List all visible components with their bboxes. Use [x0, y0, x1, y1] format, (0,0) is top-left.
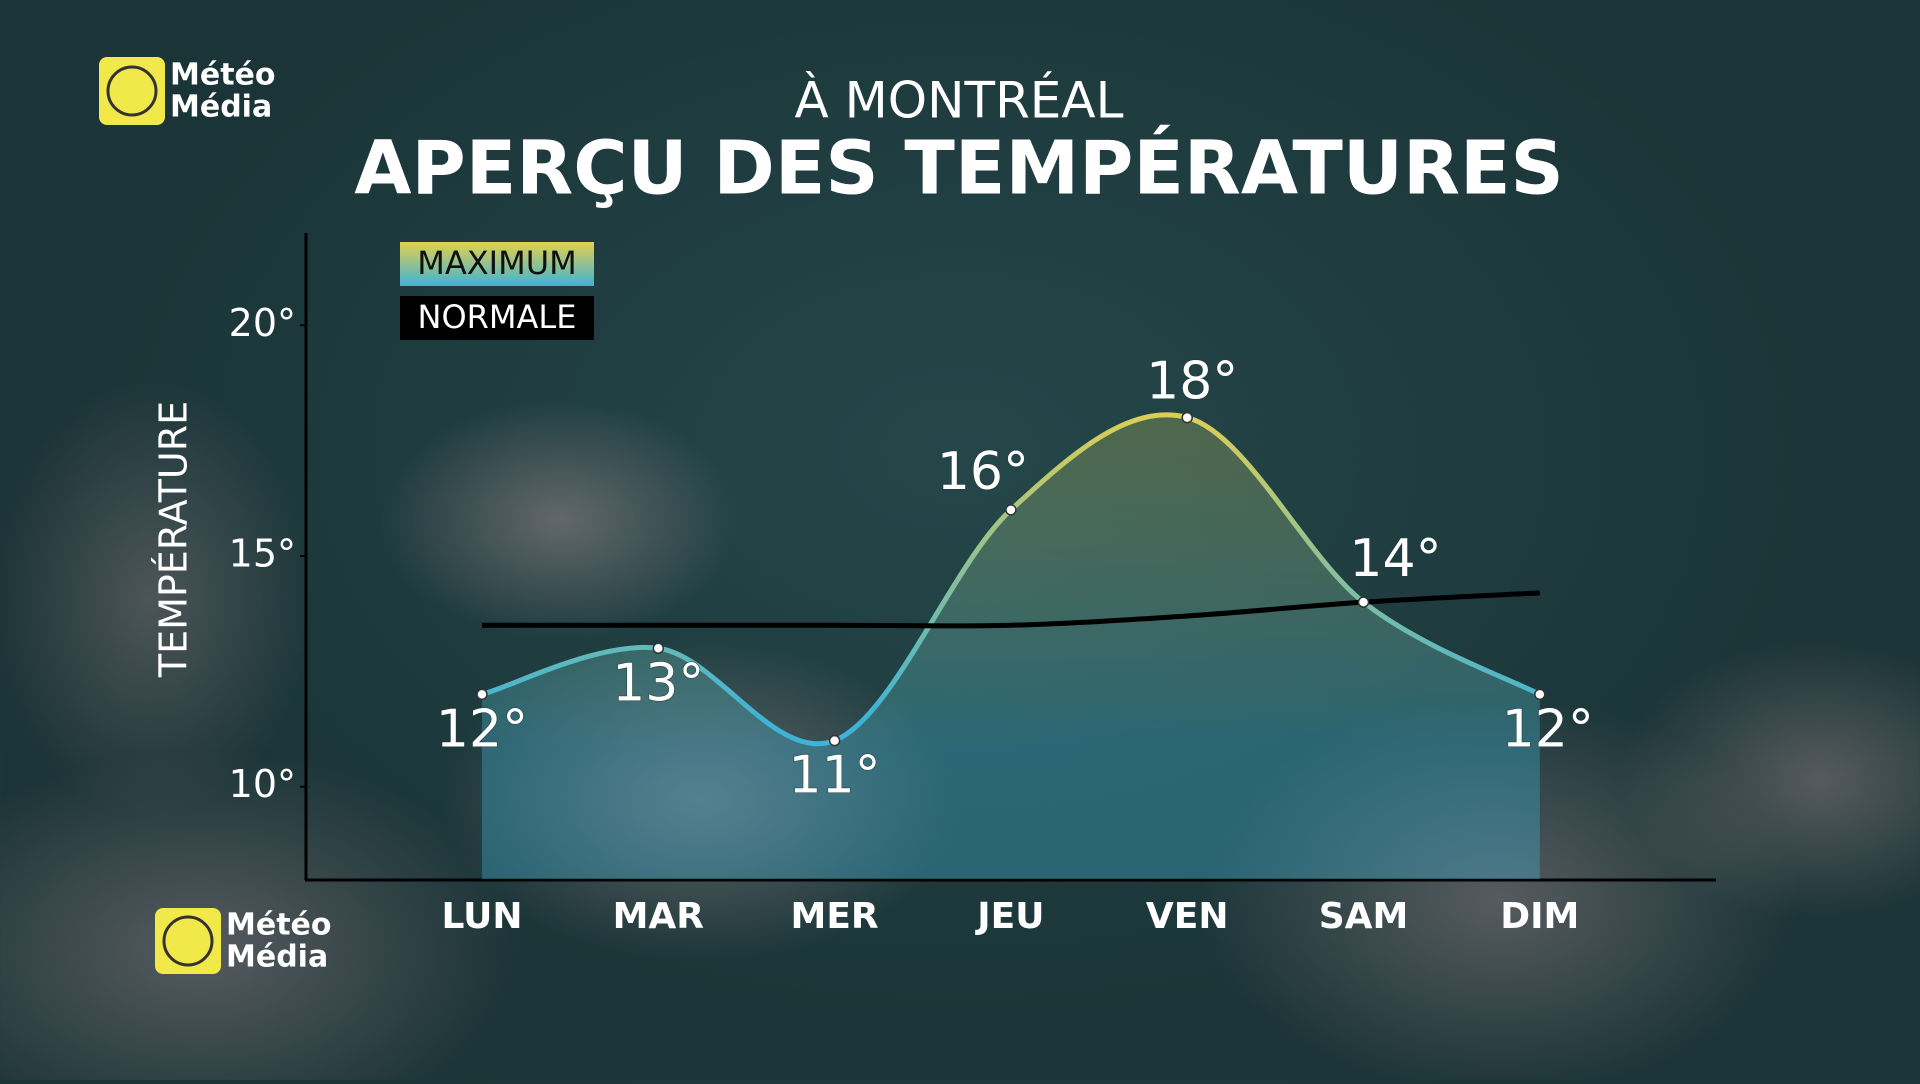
x-tick-label: MER	[791, 896, 879, 937]
value-label: 11°	[789, 746, 881, 806]
logo-top: Météo Média	[99, 57, 276, 125]
area	[482, 414, 1540, 879]
logo-text: Météo	[170, 58, 276, 93]
logo-text: Média	[226, 940, 328, 975]
x-tick-label: MAR	[613, 896, 704, 937]
marker	[1534, 688, 1546, 701]
legend-swatch	[400, 296, 594, 340]
logo-globe	[106, 65, 158, 117]
marker	[1005, 504, 1017, 516]
x-tick-label: SAM	[1319, 896, 1409, 937]
y-axis-label: TEMPÉRATURE	[152, 401, 196, 678]
x-tick-label: VEN	[1146, 896, 1229, 937]
value-label: 16°	[937, 442, 1029, 502]
marker	[1181, 411, 1193, 424]
marker	[1357, 596, 1370, 608]
legend-swatch	[400, 242, 594, 286]
value-label: 12°	[436, 699, 528, 759]
logo-globe	[162, 915, 214, 967]
legend-label: MAXIMUM	[417, 244, 577, 282]
logo-bottom: Météo Média	[155, 908, 332, 975]
value-label: 12°	[1502, 699, 1594, 759]
y-tick-label: 15°	[229, 532, 296, 576]
x-tick-label: JEU	[974, 896, 1044, 937]
logo-text: Météo	[226, 908, 332, 943]
y-tick-label: 10°	[229, 762, 296, 806]
marker	[828, 734, 841, 747]
chart-subtitle: À MONTRÉAL	[795, 71, 1124, 130]
chart-title: APERÇU DES TEMPÉRATURES	[354, 124, 1564, 212]
marker	[652, 642, 665, 655]
value-label: 14°	[1349, 529, 1441, 589]
value-label: 18°	[1146, 352, 1238, 412]
y-tick-label: 20°	[229, 301, 296, 345]
value-label: 13°	[612, 653, 704, 713]
logo-text: Média	[170, 90, 272, 125]
x-tick-label: DIM	[1500, 896, 1579, 937]
marker	[476, 688, 488, 701]
x-tick-label: LUN	[441, 896, 522, 937]
legend-label: NORMALE	[418, 298, 577, 336]
